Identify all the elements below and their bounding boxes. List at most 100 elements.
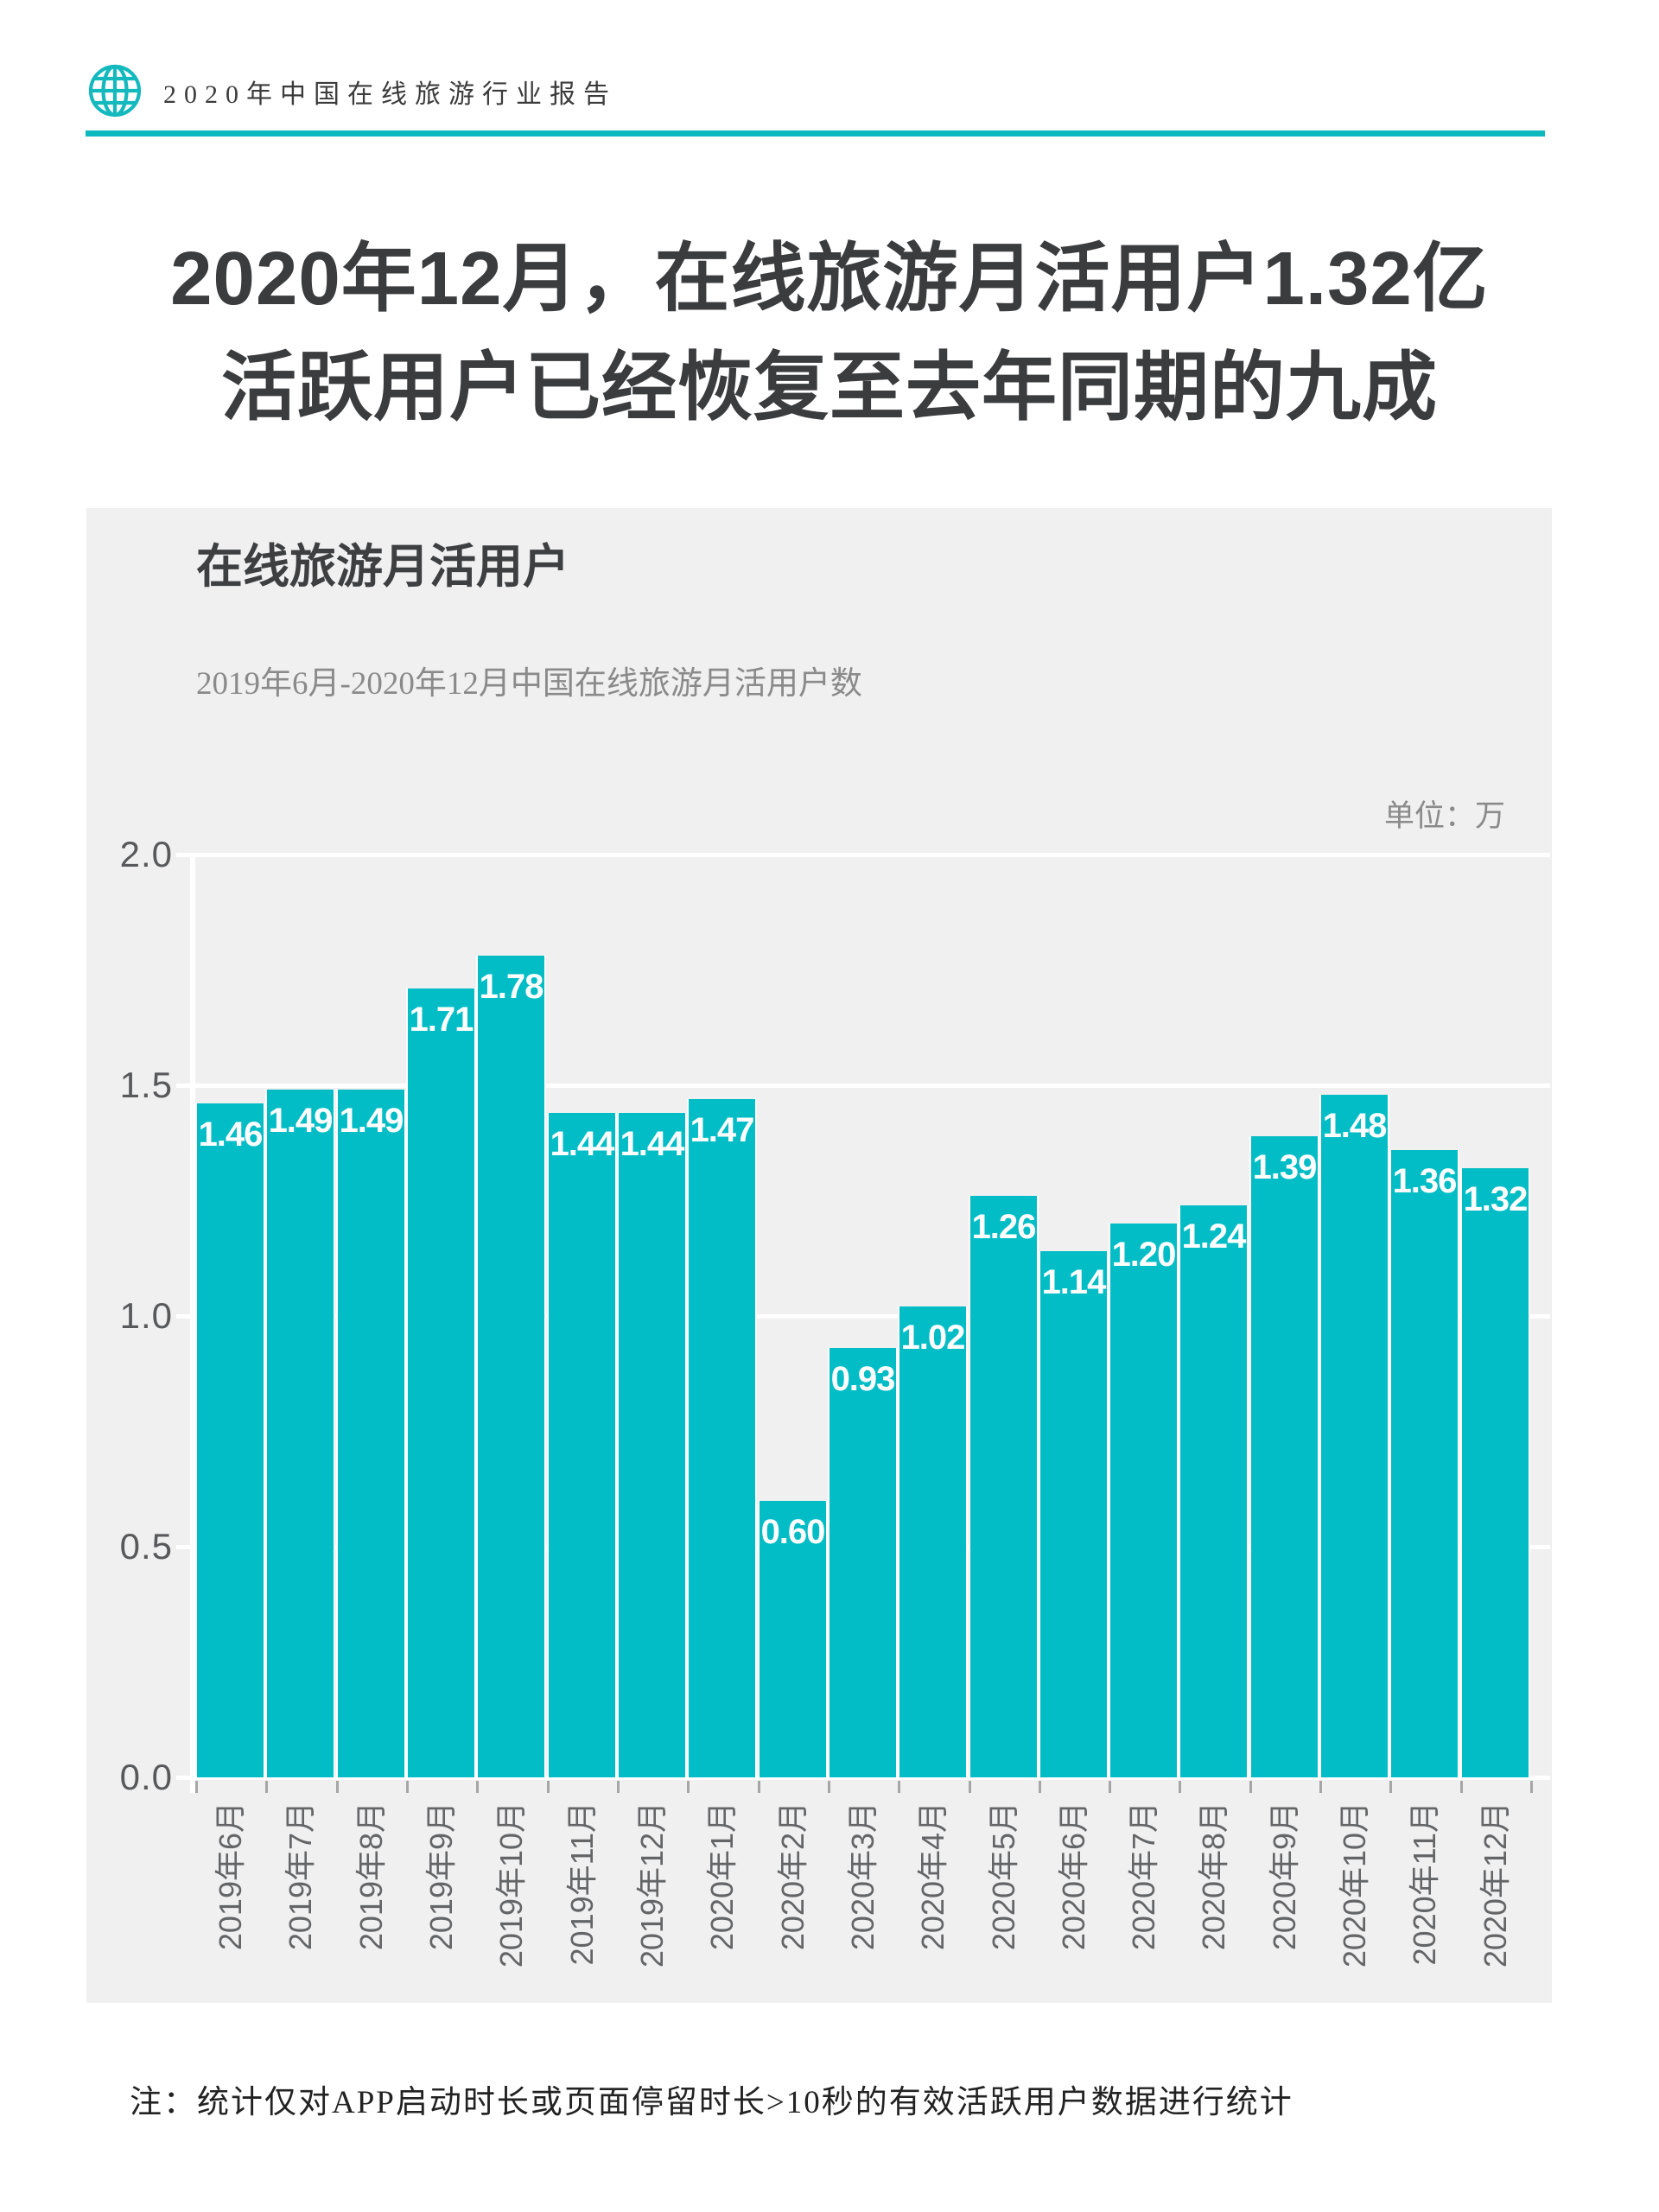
bar-2020年2月: 0.60	[758, 1501, 828, 1777]
bar-value-label: 1.14	[1041, 1263, 1107, 1301]
y-axis-tick	[176, 853, 190, 857]
bar-2019年7月: 1.49	[265, 1090, 335, 1777]
bar-2020年1月: 1.47	[687, 1099, 757, 1777]
y-axis-tick	[176, 1084, 190, 1088]
bar-2020年3月: 0.93	[828, 1348, 898, 1777]
x-axis-label: 2020年6月	[1056, 1802, 1091, 1951]
x-axis-tick	[195, 1781, 198, 1793]
x-axis-tick	[406, 1781, 409, 1793]
y-axis-tick	[176, 1776, 190, 1780]
bar-value-label: 1.39	[1252, 1148, 1318, 1186]
y-axis-line	[190, 855, 195, 1793]
gridline-1.0	[190, 1314, 1550, 1319]
x-axis-tick	[969, 1781, 971, 1793]
bar-value-label: 1.44	[550, 1125, 615, 1163]
header-divider	[86, 130, 1545, 137]
y-axis-label: 1.5	[119, 1065, 173, 1105]
bar-value-label: 1.36	[1392, 1162, 1458, 1200]
bar-value-label: 1.02	[900, 1319, 966, 1357]
bar-2020年11月: 1.36	[1389, 1150, 1459, 1777]
x-axis-label: 2020年8月	[1196, 1802, 1231, 1951]
x-axis-label: 2019年12月	[634, 1802, 670, 1968]
slide-title-line1: 2020年12月，在线旅游月活用户1.32亿	[170, 237, 1489, 321]
chart-title: 在线旅游月活用户	[196, 541, 569, 593]
x-axis-label: 2020年2月	[775, 1802, 810, 1951]
x-axis-tick	[617, 1781, 620, 1793]
bar-value-label: 1.78	[479, 968, 544, 1006]
x-axis-label: 2019年6月	[213, 1802, 248, 1951]
bar-2020年4月: 1.02	[898, 1306, 968, 1777]
bar-2020年10月: 1.48	[1319, 1095, 1389, 1777]
bar-value-label: 0.93	[830, 1360, 896, 1398]
x-axis-tick	[898, 1781, 900, 1793]
slide-title: 2020年12月，在线旅游月活用户1.32亿 活跃用户已经恢复至去年同期的九成	[0, 225, 1659, 442]
x-axis-label: 2019年7月	[283, 1802, 318, 1951]
x-axis-label: 2020年5月	[986, 1802, 1021, 1951]
bar-value-label: 1.26	[971, 1208, 1037, 1246]
x-axis-tick	[547, 1781, 550, 1793]
x-axis-tick	[1249, 1781, 1252, 1793]
x-axis-tick	[758, 1781, 760, 1793]
x-axis-label: 2020年12月	[1478, 1802, 1513, 1968]
slide-title-line2: 活跃用户已经恢复至去年同期的九成	[221, 346, 1438, 429]
bar-chart-plot: 0.0 0.5 1.0 1.5 2.0 1.46 2019年6月 1.49 2019年7月 1.4…	[86, 508, 1552, 2003]
chart-subtitle: 2019年6月-2020年12月中国在线旅游月活用户数	[196, 666, 862, 702]
bar-2020年8月: 1.24	[1179, 1205, 1249, 1777]
unit-label: 单位：万	[1383, 799, 1505, 833]
x-axis-label: 2020年3月	[845, 1802, 880, 1951]
x-axis-label: 2020年1月	[704, 1802, 740, 1951]
y-axis-label: 2.0	[119, 834, 173, 874]
y-axis-label: 1.0	[119, 1295, 173, 1336]
bar-2019年12月: 1.44	[617, 1113, 687, 1777]
x-axis-tick	[1039, 1781, 1041, 1793]
x-axis-tick	[265, 1781, 268, 1793]
x-axis-tick	[1460, 1781, 1463, 1793]
x-axis-tick	[1179, 1781, 1181, 1793]
bar-value-label: 1.49	[339, 1102, 404, 1140]
y-axis-label: 0.5	[119, 1526, 173, 1567]
bar-value-label: 1.44	[620, 1125, 685, 1163]
gridline-2.0	[190, 853, 1550, 857]
chart-panel: 在线旅游月活用户 2019年6月-2020年12月中国在线旅游月活用户数 单位：…	[86, 508, 1552, 2003]
x-axis-label: 2019年8月	[353, 1802, 389, 1951]
bar-2019年9月: 1.71	[406, 988, 476, 1777]
x-axis-label: 2020年11月	[1407, 1802, 1442, 1966]
bar-2020年9月: 1.39	[1249, 1136, 1319, 1777]
report-header: 2020年中国在线旅游行业报告	[0, 0, 1659, 138]
x-axis-tick	[1389, 1781, 1392, 1793]
y-axis-tick	[176, 1545, 190, 1549]
x-axis-tick	[828, 1781, 830, 1793]
x-axis-label: 2019年10月	[493, 1802, 529, 1968]
bar-2020年5月: 1.26	[969, 1196, 1039, 1777]
x-axis-tick	[476, 1781, 479, 1793]
bar-value-label: 0.60	[760, 1513, 826, 1551]
footnote: 注：统计仅对APP启动时长或页面停留时长>10秒的有效活跃用户数据进行统计	[130, 2085, 1294, 2120]
bar-value-label: 1.46	[198, 1116, 264, 1154]
x-axis-label: 2020年4月	[915, 1802, 950, 1951]
bar-2019年11月: 1.44	[547, 1113, 617, 1777]
bar-value-label: 1.47	[690, 1111, 755, 1149]
bar-value-label: 1.24	[1181, 1217, 1247, 1255]
y-axis-tick	[176, 1314, 190, 1319]
x-axis-label: 2020年10月	[1337, 1802, 1372, 1968]
x-axis-tick	[687, 1781, 690, 1793]
x-axis-tick	[1319, 1781, 1322, 1793]
x-axis-tick	[1530, 1781, 1533, 1793]
bar-2019年8月: 1.49	[336, 1090, 406, 1777]
bar-value-label: 1.48	[1322, 1107, 1388, 1145]
bar-value-label: 1.71	[409, 1001, 474, 1039]
bar-value-label: 1.49	[268, 1102, 334, 1140]
bar-2019年10月: 1.78	[476, 956, 546, 1777]
gridline-1.5	[190, 1084, 1550, 1088]
bar-2020年12月: 1.32	[1460, 1168, 1530, 1777]
x-axis-label: 2020年7月	[1126, 1802, 1161, 1951]
report-title: 2020年中国在线旅游行业报告	[163, 80, 617, 109]
x-axis-tick	[1109, 1781, 1111, 1793]
x-axis-tick	[336, 1781, 339, 1793]
bar-2019年6月: 1.46	[195, 1103, 265, 1777]
y-axis-label: 0.0	[119, 1757, 173, 1797]
bar-2020年7月: 1.20	[1109, 1224, 1179, 1777]
x-axis-label: 2019年11月	[564, 1802, 600, 1966]
gridline-0.0	[190, 1776, 1550, 1780]
bar-value-label: 1.20	[1111, 1236, 1177, 1274]
